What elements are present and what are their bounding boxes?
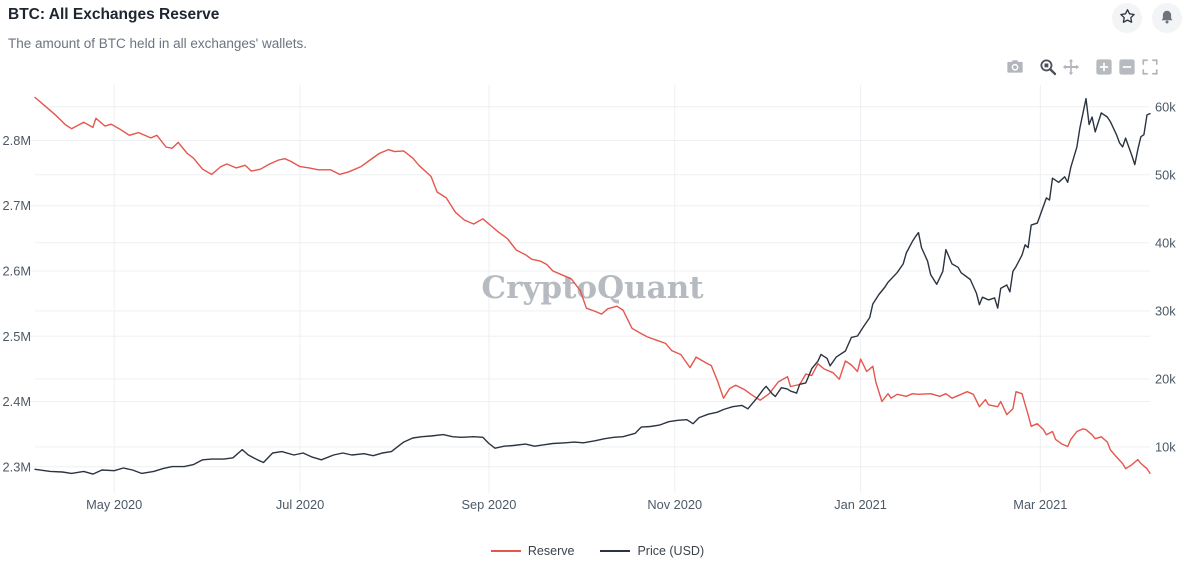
pan-icon[interactable] xyxy=(1062,58,1080,76)
page-subtitle: The amount of BTC held in all exchanges'… xyxy=(8,36,307,51)
legend-line-swatch xyxy=(600,550,631,552)
y-right-tick-label: 40k xyxy=(1155,235,1176,250)
zoom-in-icon[interactable] xyxy=(1095,58,1113,76)
y-right-tick-label: 10k xyxy=(1155,439,1176,454)
x-tick-label: Jul 2020 xyxy=(276,497,324,512)
y-left-tick-label: 2.4M xyxy=(3,394,31,409)
y-left-tick-label: 2.8M xyxy=(3,133,31,148)
y-right-tick-label: 30k xyxy=(1155,303,1176,318)
bell-icon xyxy=(1159,9,1175,28)
alert-button[interactable] xyxy=(1152,3,1182,33)
y-left-tick-label: 2.6M xyxy=(3,263,31,278)
star-icon xyxy=(1119,8,1136,28)
camera-icon[interactable] xyxy=(1006,58,1024,76)
y-right-tick-label: 60k xyxy=(1155,99,1176,114)
legend-item-price-usd[interactable]: Price (USD) xyxy=(600,544,704,558)
y-left-tick-label: 2.3M xyxy=(3,459,31,474)
chart-legend: Reserve Price (USD) xyxy=(0,544,1195,558)
y-left-tick-label: 2.7M xyxy=(3,198,31,213)
zoom-icon[interactable] xyxy=(1039,58,1057,76)
y-right-tick-label: 50k xyxy=(1155,167,1176,182)
x-tick-label: May 2020 xyxy=(86,497,142,512)
autoscale-icon[interactable] xyxy=(1141,58,1159,76)
favorite-button[interactable] xyxy=(1112,3,1142,33)
x-tick-label: Mar 2021 xyxy=(1013,497,1067,512)
x-tick-label: Jan 2021 xyxy=(834,497,887,512)
page-title: BTC: All Exchanges Reserve xyxy=(8,6,220,23)
legend-line-swatch xyxy=(490,550,521,552)
legend-label: Price (USD) xyxy=(637,544,705,558)
y-left-tick-label: 2.5M xyxy=(3,329,31,344)
cryptoquant-watermark: CryptoQuant xyxy=(481,270,704,306)
series-line-reserve xyxy=(34,96,1151,474)
series-line-price-usd xyxy=(34,97,1151,475)
y-right-tick-label: 20k xyxy=(1155,371,1176,386)
zoom-out-icon[interactable] xyxy=(1118,58,1136,76)
chart-modebar xyxy=(1006,58,1159,76)
x-tick-label: Nov 2020 xyxy=(647,497,702,512)
legend-label: Reserve xyxy=(527,544,575,558)
legend-item-reserve[interactable]: Reserve xyxy=(490,544,575,558)
x-tick-label: Sep 2020 xyxy=(462,497,517,512)
